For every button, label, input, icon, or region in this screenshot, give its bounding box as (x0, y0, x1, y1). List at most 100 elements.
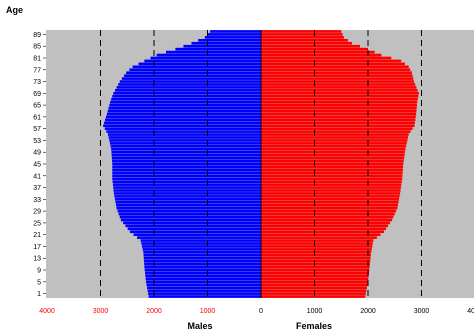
female-bar (261, 86, 417, 89)
male-bar (112, 94, 262, 98)
male-bar (143, 256, 261, 260)
female-series (261, 30, 419, 298)
male-bar (138, 62, 261, 66)
male-bar (144, 59, 261, 63)
female-bar (261, 124, 415, 128)
male-bar (111, 97, 261, 101)
male-bar (210, 30, 261, 33)
y-tick-label: 17 (33, 244, 41, 251)
female-bar (261, 242, 373, 245)
male-bar (104, 121, 261, 125)
female-bar (261, 215, 394, 219)
male-bar (117, 209, 262, 213)
y-tick-label: 57 (33, 126, 41, 133)
female-bar (261, 165, 404, 169)
male-bar (105, 118, 261, 122)
male-bar (144, 262, 261, 266)
female-bar (261, 239, 374, 242)
female-bar (261, 233, 381, 237)
female-bar (261, 206, 398, 210)
x-tick-label: 0 (259, 308, 263, 315)
female-bar (261, 177, 403, 181)
y-tick-label: 45 (33, 162, 41, 169)
male-bar (143, 251, 261, 254)
female-bar (261, 33, 343, 36)
y-tick-label: 29 (33, 209, 41, 216)
female-bar (261, 36, 344, 39)
male-bar (125, 224, 261, 228)
female-bar (261, 30, 342, 33)
y-tick-label: 37 (33, 185, 41, 192)
female-bar (261, 180, 402, 183)
female-bar (261, 230, 385, 234)
male-bar (145, 280, 261, 284)
male-bar (148, 292, 261, 295)
male-bar (109, 142, 261, 145)
y-tick-label: 9 (37, 268, 41, 275)
male-bar (108, 136, 261, 139)
x-tick-label: 4000 (39, 308, 55, 315)
female-bar (261, 121, 415, 125)
male-bar (166, 50, 261, 54)
female-bar (261, 115, 416, 119)
y-tick-label: 89 (33, 32, 41, 39)
y-tick-label: 1 (37, 291, 41, 298)
y-tick-label: 65 (33, 103, 41, 110)
male-bar (121, 77, 262, 80)
female-bar (261, 236, 377, 239)
male-bar (111, 147, 261, 151)
male-bar (114, 198, 261, 201)
male-bar (119, 80, 261, 83)
y-tick-label: 69 (33, 91, 41, 98)
male-bar (147, 286, 261, 290)
x-tick-label: 1000 (200, 308, 216, 315)
male-bar (145, 274, 261, 278)
male-bar (111, 153, 262, 157)
male-bar (118, 83, 261, 86)
x-tick-label: 3000 (414, 308, 430, 315)
male-bar (112, 159, 261, 163)
y-tick-label: 33 (33, 197, 41, 204)
male-bar (143, 253, 261, 257)
female-bar (261, 145, 407, 148)
male-bar (204, 36, 261, 39)
male-bar (113, 186, 261, 189)
female-bar (261, 83, 416, 86)
male-bar (114, 89, 261, 92)
male-bar (107, 133, 262, 136)
female-bar (261, 136, 409, 139)
x-tick-label: 4000 (467, 308, 474, 315)
female-bar (261, 130, 411, 133)
male-bar (112, 177, 262, 181)
female-bar (261, 212, 395, 216)
female-bar (261, 268, 370, 272)
female-bar (261, 209, 397, 213)
female-bar (261, 253, 371, 257)
male-bar (110, 100, 261, 104)
y-tick-label: 49 (33, 150, 41, 157)
female-bar (261, 38, 348, 42)
male-bar (120, 218, 261, 222)
female-bar (261, 62, 405, 66)
male-bar (103, 124, 261, 128)
female-bar (261, 89, 418, 92)
female-bar (261, 103, 417, 107)
female-bar (261, 106, 417, 110)
female-bar (261, 186, 401, 189)
female-bar (261, 127, 413, 130)
male-bar (111, 156, 261, 160)
female-bar (261, 153, 405, 157)
male-bar (115, 200, 261, 204)
male-bar (127, 227, 262, 231)
y-tick-label: 21 (33, 232, 41, 239)
x-tick-label: 3000 (93, 308, 109, 315)
female-bar (261, 74, 413, 77)
female-bar (261, 262, 370, 266)
males-axis-label: Males (187, 321, 212, 331)
male-series (103, 30, 262, 298)
male-bar (142, 248, 261, 251)
female-bar (261, 94, 419, 98)
female-bar (261, 142, 407, 145)
male-bar (108, 106, 262, 110)
